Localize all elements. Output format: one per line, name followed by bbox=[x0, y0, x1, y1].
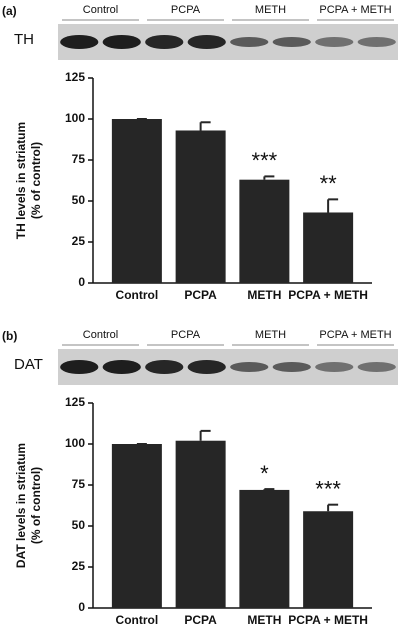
blot-group-label: METH bbox=[255, 4, 286, 16]
blot-band bbox=[60, 35, 99, 49]
blot-band bbox=[357, 37, 396, 47]
blot-band bbox=[187, 360, 226, 374]
y-axis-label-line: TH levels in striatum bbox=[14, 122, 28, 239]
blot-band bbox=[315, 362, 354, 372]
blot-band bbox=[272, 37, 311, 47]
y-tick-label: 75 bbox=[72, 477, 86, 491]
blot-band bbox=[102, 360, 141, 374]
y-axis-label: DAT levels in striatum(% of control) bbox=[14, 443, 43, 568]
bar bbox=[111, 444, 162, 608]
y-tick-label: 25 bbox=[72, 234, 86, 248]
x-tick-label: PCPA bbox=[184, 288, 217, 302]
x-tick-label: METH bbox=[247, 288, 281, 302]
panel-label: (a) bbox=[2, 4, 17, 18]
x-tick-label: Control bbox=[116, 613, 159, 627]
blot-group-label: PCPA + METH bbox=[319, 4, 391, 16]
blot-group-label: PCPA + METH bbox=[319, 329, 391, 341]
significance-label: ** bbox=[320, 171, 338, 196]
y-tick-label: 75 bbox=[72, 152, 86, 166]
y-tick-label: 100 bbox=[65, 111, 85, 125]
x-tick-label: Control bbox=[116, 288, 159, 302]
blot-group-label: Control bbox=[83, 4, 118, 16]
bar bbox=[239, 489, 290, 608]
x-tick-label: METH bbox=[247, 613, 281, 627]
y-tick-label: 100 bbox=[65, 436, 85, 450]
x-tick-label: PCPA bbox=[184, 613, 217, 627]
y-axis-label-line: DAT levels in striatum bbox=[14, 443, 28, 568]
bar bbox=[303, 511, 354, 608]
significance-label: * bbox=[260, 461, 269, 486]
y-tick-label: 50 bbox=[72, 518, 86, 532]
significance-label: *** bbox=[252, 148, 278, 173]
blot-label: TH bbox=[14, 31, 34, 48]
y-axis-label: TH levels in striatum(% of control) bbox=[14, 122, 43, 239]
y-tick-label: 50 bbox=[72, 193, 86, 207]
y-tick-label: 0 bbox=[78, 600, 85, 614]
bar bbox=[175, 130, 226, 283]
blot-label: DAT bbox=[14, 356, 43, 373]
bar bbox=[111, 119, 162, 283]
blot-band bbox=[315, 37, 354, 47]
blot-band bbox=[145, 360, 184, 374]
bar bbox=[303, 212, 354, 283]
y-tick-label: 25 bbox=[72, 559, 86, 573]
blot-band bbox=[145, 35, 184, 49]
panel-label: (b) bbox=[2, 329, 17, 343]
blot-band bbox=[230, 362, 269, 372]
y-tick-label: 125 bbox=[65, 70, 85, 84]
blot-band bbox=[60, 360, 99, 374]
blot-band bbox=[102, 35, 141, 49]
blot-band bbox=[230, 37, 269, 47]
blot-group-label: METH bbox=[255, 329, 286, 341]
blot-band bbox=[187, 35, 226, 49]
y-axis-label-line: (% of control) bbox=[29, 467, 43, 544]
blot-band bbox=[357, 362, 396, 372]
significance-label: *** bbox=[315, 476, 341, 501]
y-tick-label: 125 bbox=[65, 395, 85, 409]
blot-group-label: PCPA bbox=[171, 4, 201, 16]
x-tick-label: PCPA + METH bbox=[288, 613, 368, 627]
blot-group-label: Control bbox=[83, 329, 118, 341]
x-tick-label: PCPA + METH bbox=[288, 288, 368, 302]
y-axis-label-line: (% of control) bbox=[29, 142, 43, 219]
bar bbox=[239, 179, 290, 283]
blot-group-label: PCPA bbox=[171, 329, 201, 341]
y-tick-label: 0 bbox=[78, 275, 85, 289]
blot-band bbox=[272, 362, 311, 372]
bar bbox=[175, 440, 226, 608]
